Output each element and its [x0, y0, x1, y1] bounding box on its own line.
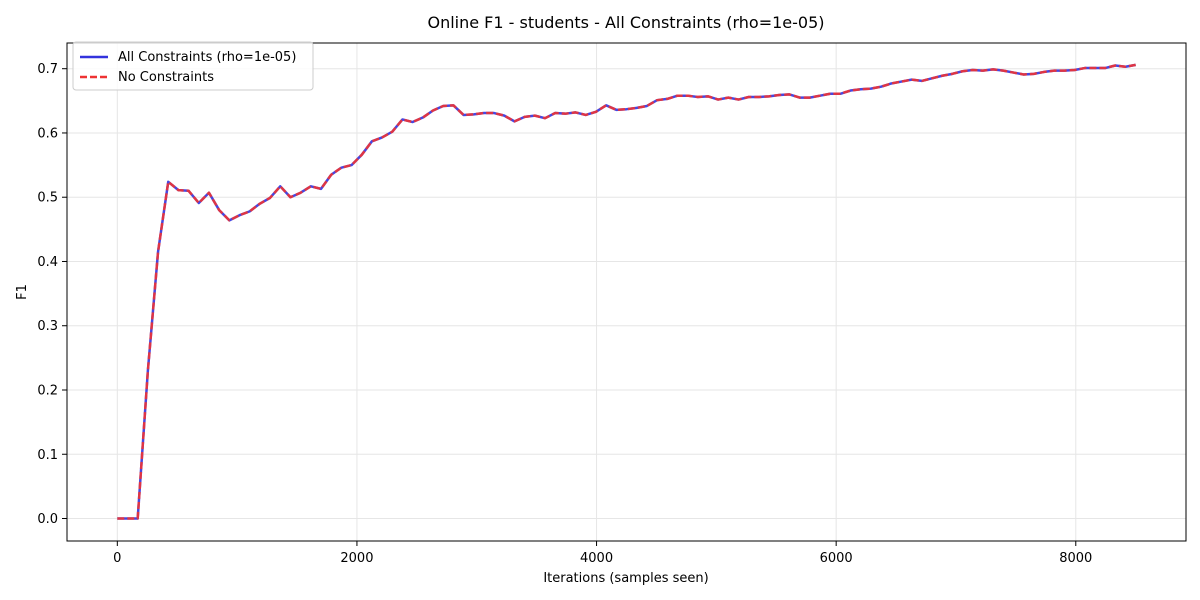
y-tick-label: 0.6	[37, 126, 58, 141]
y-tick-label: 0.5	[37, 191, 58, 206]
y-axis-label: F1	[15, 284, 30, 300]
y-tick-label: 0.4	[37, 255, 58, 270]
x-tick-label: 0	[113, 551, 121, 566]
axis-ticks: 0 2000 4000 6000 8000 0.0 0.1 0.2 0.3 0.4 0.5 0.6 0.…	[37, 62, 1092, 566]
series-layer	[117, 63, 1136, 520]
y-tick-label: 0.2	[37, 383, 58, 398]
legend-label-all-constraints: All Constraints (rho=1e-05)	[118, 50, 296, 65]
legend-box	[72, 41, 314, 91]
y-tick-label: 0.1	[37, 448, 58, 463]
x-axis-label: Iterations (samples seen)	[543, 571, 708, 586]
grid	[67, 43, 1186, 541]
plot-frame	[66, 42, 1187, 542]
series-line-1	[117, 63, 1136, 520]
y-tick-label: 0.3	[37, 319, 58, 334]
x-tick-label: 4000	[580, 551, 613, 566]
x-tick-label: 6000	[820, 551, 853, 566]
x-tick-label: 8000	[1059, 551, 1092, 566]
x-tick-label: 2000	[340, 551, 373, 566]
chart-title: Online F1 - students - All Constraints (…	[427, 13, 824, 32]
legend-label-no-constraints: No Constraints	[118, 70, 214, 85]
legend: All Constraints (rho=1e-05) No Constrain…	[72, 41, 314, 91]
y-tick-label: 0.7	[37, 62, 58, 77]
y-tick-label: 0.0	[37, 512, 58, 527]
